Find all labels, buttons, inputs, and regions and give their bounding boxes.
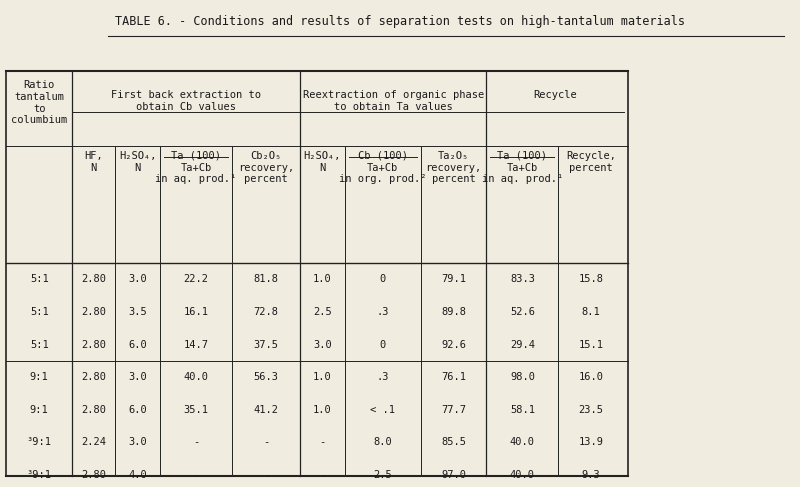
Text: ³9:1: ³9:1	[26, 437, 52, 448]
Text: Ta₂O₅
recovery,
percent: Ta₂O₅ recovery, percent	[426, 151, 482, 184]
Text: 97.0: 97.0	[441, 470, 466, 480]
Text: 2.80: 2.80	[81, 405, 106, 415]
Text: 9:1: 9:1	[30, 405, 49, 415]
Text: 22.2: 22.2	[183, 274, 209, 284]
Text: 3.0: 3.0	[313, 339, 332, 350]
Text: 2.5: 2.5	[374, 470, 392, 480]
Text: 3.0: 3.0	[128, 274, 147, 284]
Text: 2.80: 2.80	[81, 274, 106, 284]
Text: Cb (100)
Ta+Cb
in org. prod.²: Cb (100) Ta+Cb in org. prod.²	[339, 151, 426, 184]
Text: -: -	[263, 470, 269, 480]
Text: 89.8: 89.8	[441, 307, 466, 317]
Text: 40.0: 40.0	[183, 372, 209, 382]
Text: 76.1: 76.1	[441, 372, 466, 382]
Text: 15.8: 15.8	[578, 274, 604, 284]
Text: 13.9: 13.9	[578, 437, 604, 448]
Text: 29.4: 29.4	[510, 339, 535, 350]
Text: 1.0: 1.0	[313, 372, 332, 382]
Text: 16.1: 16.1	[183, 307, 209, 317]
Text: 3.0: 3.0	[128, 437, 147, 448]
Text: 2.80: 2.80	[81, 470, 106, 480]
Text: 23.5: 23.5	[578, 405, 604, 415]
Text: 1.0: 1.0	[313, 405, 332, 415]
Text: 2.5: 2.5	[313, 307, 332, 317]
Text: -: -	[319, 470, 326, 480]
Text: 5:1: 5:1	[30, 339, 49, 350]
Text: TABLE 6. - Conditions and results of separation tests on high-tantalum materials: TABLE 6. - Conditions and results of sep…	[115, 16, 685, 28]
Text: -: -	[263, 437, 269, 448]
Text: 37.5: 37.5	[254, 339, 278, 350]
Text: 98.0: 98.0	[510, 372, 535, 382]
Text: 2.80: 2.80	[81, 339, 106, 350]
Text: Ta (100)
Ta+Cb
in aq. prod.¹: Ta (100) Ta+Cb in aq. prod.¹	[482, 151, 563, 184]
Text: 2.80: 2.80	[81, 372, 106, 382]
Text: Ta (100)
Ta+Cb
in aq. prod.¹: Ta (100) Ta+Cb in aq. prod.¹	[155, 151, 237, 184]
Text: 6.0: 6.0	[128, 405, 147, 415]
Text: 0: 0	[380, 274, 386, 284]
Text: 2.24: 2.24	[81, 437, 106, 448]
Text: -: -	[319, 437, 326, 448]
Text: HF,
N: HF, N	[84, 151, 103, 172]
Text: 6.0: 6.0	[128, 339, 147, 350]
Text: Cb₂O₅
recovery,
percent: Cb₂O₅ recovery, percent	[238, 151, 294, 184]
Text: 81.8: 81.8	[254, 274, 278, 284]
Text: Recycle,
percent: Recycle, percent	[566, 151, 616, 172]
Text: 9.3: 9.3	[582, 470, 601, 480]
Text: Recycle: Recycle	[534, 90, 577, 100]
Text: 56.3: 56.3	[254, 372, 278, 382]
Text: 79.1: 79.1	[441, 274, 466, 284]
Text: 52.6: 52.6	[510, 307, 535, 317]
Text: 9:1: 9:1	[30, 372, 49, 382]
Text: 8.0: 8.0	[374, 437, 392, 448]
Text: 3.5: 3.5	[128, 307, 147, 317]
Text: 5:1: 5:1	[30, 274, 49, 284]
Text: .3: .3	[377, 372, 389, 382]
Text: 3.0: 3.0	[128, 372, 147, 382]
Text: 14.7: 14.7	[183, 339, 209, 350]
Text: 0: 0	[380, 339, 386, 350]
Text: 85.5: 85.5	[441, 437, 466, 448]
Text: 41.2: 41.2	[254, 405, 278, 415]
Text: 1.0: 1.0	[313, 274, 332, 284]
Text: 40.0: 40.0	[510, 437, 535, 448]
Text: -: -	[193, 470, 199, 480]
Text: H₂SO₄,
N: H₂SO₄, N	[304, 151, 341, 172]
Text: 15.1: 15.1	[578, 339, 604, 350]
Text: 92.6: 92.6	[441, 339, 466, 350]
Text: Reextraction of organic phase
to obtain Ta values: Reextraction of organic phase to obtain …	[302, 90, 484, 112]
Text: < .1: < .1	[370, 405, 395, 415]
Text: 77.7: 77.7	[441, 405, 466, 415]
Text: .3: .3	[377, 307, 389, 317]
Text: 5:1: 5:1	[30, 307, 49, 317]
Text: 83.3: 83.3	[510, 274, 535, 284]
Text: 8.1: 8.1	[582, 307, 601, 317]
Text: ³9:1: ³9:1	[26, 470, 52, 480]
Text: 2.80: 2.80	[81, 307, 106, 317]
Text: Ratio
tantalum
to
columbium: Ratio tantalum to columbium	[11, 80, 67, 125]
Text: H₂SO₄,
N: H₂SO₄, N	[119, 151, 156, 172]
Text: 35.1: 35.1	[183, 405, 209, 415]
Text: 16.0: 16.0	[578, 372, 604, 382]
Text: 40.0: 40.0	[510, 470, 535, 480]
Text: 58.1: 58.1	[510, 405, 535, 415]
Text: 4.0: 4.0	[128, 470, 147, 480]
Text: First back extraction to
obtain Cb values: First back extraction to obtain Cb value…	[111, 90, 261, 112]
Text: 72.8: 72.8	[254, 307, 278, 317]
Text: -: -	[193, 437, 199, 448]
